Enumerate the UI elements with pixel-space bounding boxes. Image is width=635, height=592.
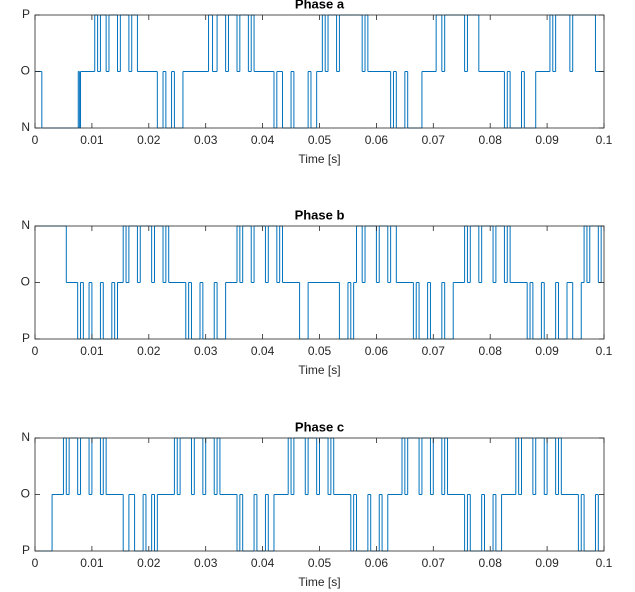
x-tick-label: 0.03	[194, 133, 218, 147]
x-tick-label: 0.02	[137, 344, 161, 358]
x-tick-label: 0.1	[596, 556, 613, 570]
x-tick-label: 0.09	[535, 556, 559, 570]
x-tick-label: 0.06	[365, 133, 389, 147]
x-tick-label: 0.08	[479, 344, 503, 358]
chart-title: Phase b	[295, 207, 345, 222]
x-axis-label: Time [s]	[298, 363, 340, 377]
x-tick-label: 0.02	[137, 556, 161, 570]
y-tick-label: P	[22, 331, 30, 345]
y-tick-label: P	[22, 7, 30, 21]
x-tick-label: 0.07	[422, 556, 446, 570]
x-tick-label: 0.01	[80, 344, 104, 358]
chart-title: Phase c	[295, 419, 344, 434]
y-tick-label: N	[21, 430, 30, 444]
x-tick-label: 0.02	[137, 133, 161, 147]
subplot: 0 0.01 0.02 0.03 0.04 0.05 0.06 0.07 0.08 0.09 0.1…	[21, 419, 613, 589]
subplot: 0 0.01 0.02 0.03 0.04 0.05 0.06 0.07 0.08 0.09 0.1…	[21, 207, 613, 377]
x-tick-label: 0.06	[365, 344, 389, 358]
x-tick-label: 0.05	[308, 556, 332, 570]
x-tick-label: 0.03	[194, 344, 218, 358]
x-axis-label: Time [s]	[298, 152, 340, 166]
x-tick-label: 0.01	[80, 133, 104, 147]
x-tick-label: 0.01	[80, 556, 104, 570]
subplot: 0 0.01 0.02 0.03 0.04 0.05 0.06 0.07 0.08 0.09 0.1…	[21, 0, 613, 166]
x-tick-label: 0	[32, 344, 39, 358]
x-tick-label: 0.1	[596, 133, 613, 147]
x-tick-label: 0	[32, 133, 39, 147]
x-tick-label: 0.08	[479, 556, 503, 570]
x-tick-label: 0.04	[251, 556, 275, 570]
x-tick-label: 0.05	[308, 133, 332, 147]
x-tick-label: 0.04	[251, 344, 275, 358]
x-tick-label: 0.09	[535, 344, 559, 358]
y-tick-label: N	[21, 120, 30, 134]
x-tick-label: 0.1	[596, 344, 613, 358]
y-tick-label: O	[21, 487, 30, 501]
x-tick-label: 0.04	[251, 133, 275, 147]
y-tick-label: O	[21, 64, 30, 78]
x-tick-label: 0.05	[308, 344, 332, 358]
x-tick-label: 0.07	[422, 344, 446, 358]
y-tick-label: P	[22, 543, 30, 557]
x-tick-label: 0.07	[422, 133, 446, 147]
x-tick-label: 0.03	[194, 556, 218, 570]
y-tick-label: O	[21, 275, 30, 289]
x-tick-label: 0.09	[535, 133, 559, 147]
chart-title: Phase a	[295, 0, 345, 11]
y-tick-label: N	[21, 218, 30, 232]
x-tick-label: 0	[32, 556, 39, 570]
x-axis-label: Time [s]	[298, 575, 340, 589]
x-tick-label: 0.06	[365, 556, 389, 570]
x-tick-label: 0.08	[479, 133, 503, 147]
